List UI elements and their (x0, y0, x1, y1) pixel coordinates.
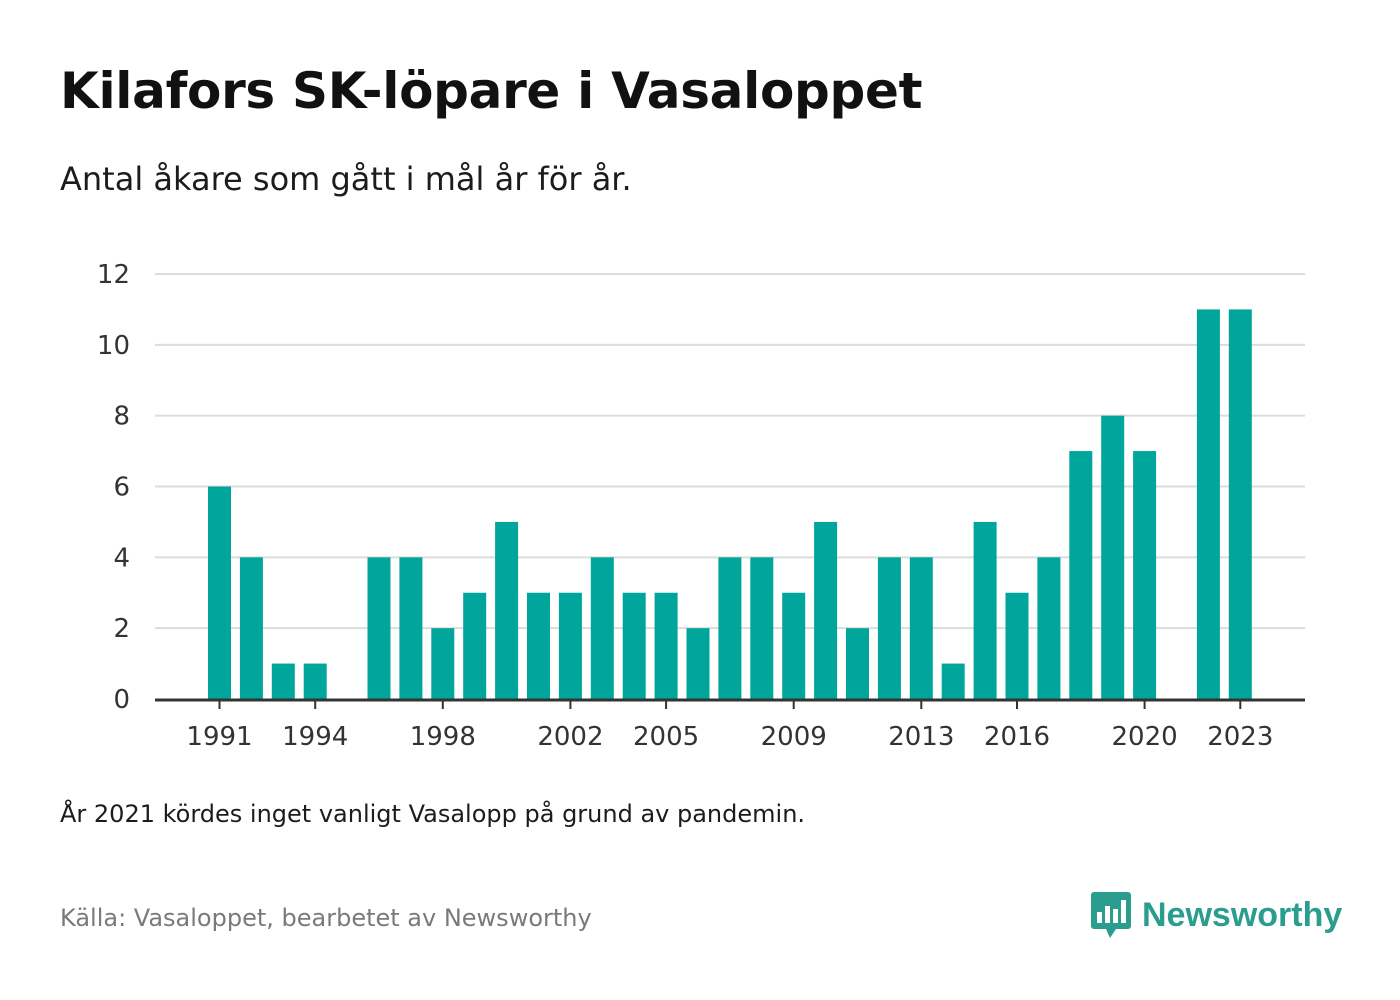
newsworthy-chart-icon (1091, 892, 1131, 938)
bar-1996[interactable] (367, 557, 391, 699)
x-tick-label: 2023 (1207, 722, 1273, 752)
y-tick-label: 10 (97, 331, 130, 361)
source-credit: Källa: Vasaloppet, bearbetet av Newswort… (60, 904, 592, 932)
x-tick-label: 1994 (282, 722, 348, 752)
bar-2023[interactable] (1228, 309, 1252, 699)
bar-2002[interactable] (558, 592, 582, 699)
bar-2016[interactable] (1005, 592, 1029, 699)
bar-2000[interactable] (495, 521, 519, 699)
x-tick-label: 2016 (984, 722, 1050, 752)
bar-1997[interactable] (399, 557, 423, 699)
bar-2003[interactable] (590, 557, 614, 699)
bar-2012[interactable] (877, 557, 901, 699)
x-tick-label: 2002 (537, 722, 603, 752)
bar-2018[interactable] (1069, 451, 1093, 699)
bar-2005[interactable] (654, 592, 678, 699)
brand-name: Newsworthy (1142, 895, 1343, 934)
chart-title: Kilafors SK-löpare i Vasaloppet (60, 62, 923, 120)
x-tick-label: 2009 (761, 722, 827, 752)
y-tick-label: 8 (113, 402, 130, 432)
brand-logo[interactable]: Newsworthy (1090, 890, 1342, 940)
bar-2004[interactable] (622, 592, 646, 699)
chart-subtitle: Antal åkare som gått i mål år för år. (60, 160, 632, 198)
x-tick-label: 2020 (1112, 722, 1178, 752)
x-tick-label: 2013 (888, 722, 954, 752)
bar-2006[interactable] (686, 628, 710, 699)
x-axis-ticks: 1991 1994 1998 2002 2005 2009 2013 2016 2020 2023 (186, 701, 1273, 752)
bar-2011[interactable] (846, 628, 869, 699)
bar-2014[interactable] (941, 663, 965, 699)
y-tick-label: 6 (113, 473, 130, 503)
bar-2001[interactable] (527, 592, 550, 699)
y-axis-ticks: 0 2 4 6 8 10 12 (97, 260, 130, 715)
bar-1991[interactable] (208, 486, 231, 700)
bar-2020[interactable] (1133, 451, 1157, 699)
bar-chart: 0 2 4 6 8 10 12 1991 1994 1998 2002 2005 2009 2013 20… (97, 260, 1305, 752)
bar-2019[interactable] (1101, 415, 1125, 699)
y-tick-label: 0 (113, 685, 130, 715)
chart-note: År 2021 kördes inget vanligt Vasalopp på… (60, 800, 806, 828)
bar-1994[interactable] (303, 663, 327, 699)
bar-2022[interactable] (1196, 309, 1220, 699)
bar-1992[interactable] (239, 557, 263, 699)
bar-1998[interactable] (431, 628, 455, 699)
bar-1999[interactable] (463, 592, 487, 699)
bar-2015[interactable] (973, 521, 997, 699)
bar-2017[interactable] (1037, 557, 1061, 699)
bar-2007[interactable] (718, 557, 742, 699)
x-tick-label: 1998 (410, 722, 476, 752)
bar-1993[interactable] (271, 663, 295, 699)
y-tick-label: 4 (113, 543, 130, 573)
bar-2010[interactable] (814, 521, 838, 699)
bar-2008[interactable] (750, 557, 774, 699)
bars (208, 309, 1252, 699)
bar-2013[interactable] (909, 557, 933, 699)
y-tick-label: 12 (97, 260, 130, 290)
x-tick-label: 1991 (186, 722, 252, 752)
bar-2009[interactable] (782, 592, 806, 699)
x-tick-label: 2005 (633, 722, 699, 752)
y-tick-label: 2 (113, 614, 130, 644)
